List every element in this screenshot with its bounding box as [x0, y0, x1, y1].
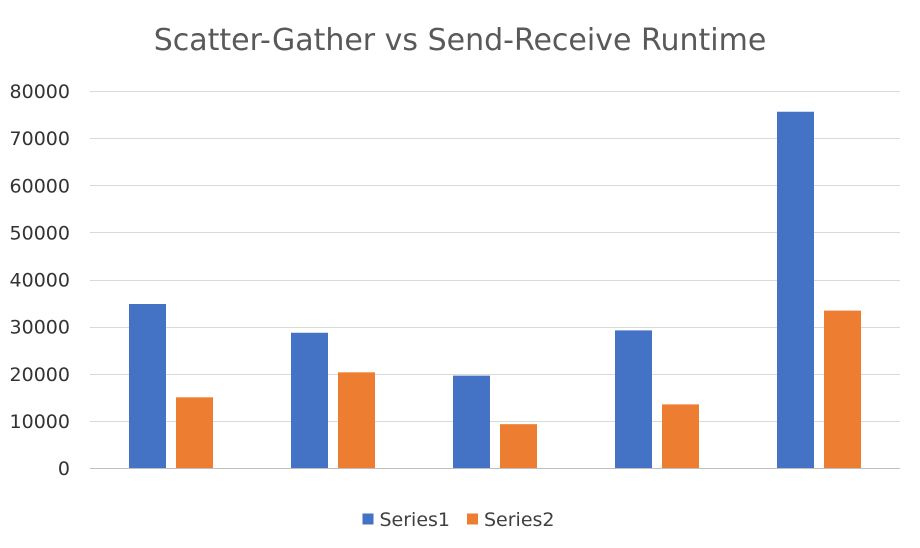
legend-label-series1: Series1: [380, 509, 451, 531]
y-tick-label: 10000: [10, 411, 70, 433]
bar-series2-2: [338, 372, 375, 468]
gridlines: [90, 91, 900, 469]
legend-swatch-series1: [362, 513, 374, 525]
y-tick-label: 0: [58, 458, 70, 480]
y-tick-label: 30000: [10, 317, 70, 339]
bar-series1-3: [453, 375, 490, 468]
y-tick-label: 70000: [10, 128, 70, 150]
y-axis-tick-labels: 0 10000 20000 30000 40000 50000 60000 70000 8000…: [10, 81, 70, 480]
bar-series1-2: [291, 332, 328, 468]
bar-series1-5: [777, 111, 814, 469]
y-tick-label: 20000: [10, 364, 70, 386]
bar-series1-4: [615, 330, 652, 468]
bars: [129, 111, 861, 469]
y-tick-label: 60000: [10, 175, 70, 197]
bar-series2-1: [176, 397, 213, 468]
bar-series2-5: [824, 310, 861, 468]
bar-series1-1: [129, 304, 166, 468]
y-tick-label: 80000: [10, 81, 70, 103]
bar-series2-4: [662, 404, 699, 468]
bar-series2-3: [500, 424, 537, 468]
legend-swatch-series2: [467, 513, 478, 525]
chart-title: Scatter-Gather vs Send-Receive Runtime: [154, 23, 767, 58]
y-tick-label: 40000: [10, 270, 70, 292]
y-tick-label: 50000: [10, 222, 70, 244]
legend-label-series2: Series2: [484, 509, 555, 531]
legend: Series1 Series2: [362, 509, 555, 531]
